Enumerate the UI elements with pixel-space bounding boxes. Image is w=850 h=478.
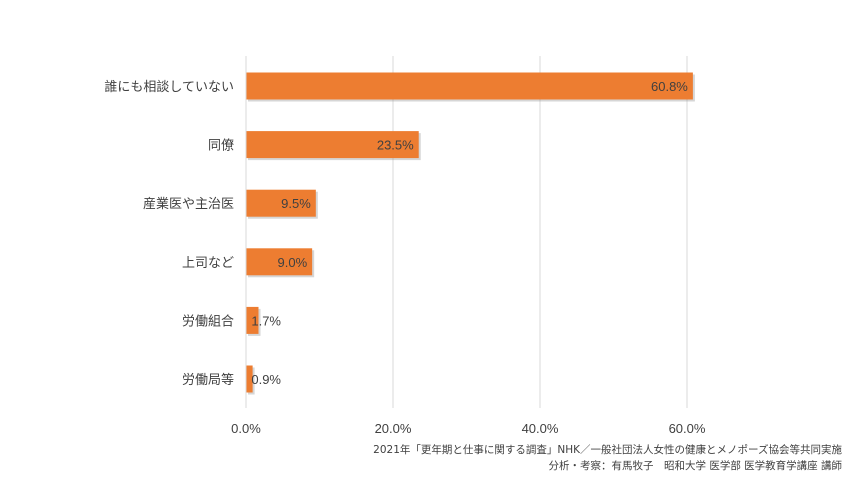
category-label: 上司など [182, 256, 234, 271]
bar [246, 306, 259, 334]
category-label: 同僚 [208, 139, 234, 154]
x-tick-label: 0.0% [231, 421, 261, 436]
source-credit-analysis: 分析・考察：有馬牧子 昭和大学 医学部 医学教育学講座 講師 [548, 460, 842, 472]
data-label: 1.7% [251, 313, 281, 328]
data-label: 60.8% [651, 79, 688, 94]
bar [246, 189, 316, 217]
data-label: 23.5% [377, 138, 414, 153]
category-label: 労働組合 [182, 314, 234, 329]
bar [246, 365, 253, 393]
bar [246, 72, 693, 100]
category-label: 誰にも相談していない [104, 79, 234, 95]
category-label: 労働局等 [182, 372, 234, 388]
x-tick-label: 60.0% [669, 421, 706, 436]
data-label: 9.5% [281, 196, 311, 211]
bar [246, 248, 313, 276]
data-label: 9.0% [278, 255, 308, 270]
x-tick-label: 20.0% [375, 421, 412, 436]
data-label: 0.9% [251, 372, 281, 387]
source-credit-survey: 2021年「更年期と仕事に関する調査」NHK／一般社団法人女性の健康とメノポーズ… [373, 444, 842, 456]
bar [246, 131, 419, 159]
category-label: 産業医や主治医 [143, 196, 234, 212]
x-tick-label: 40.0% [522, 421, 559, 436]
